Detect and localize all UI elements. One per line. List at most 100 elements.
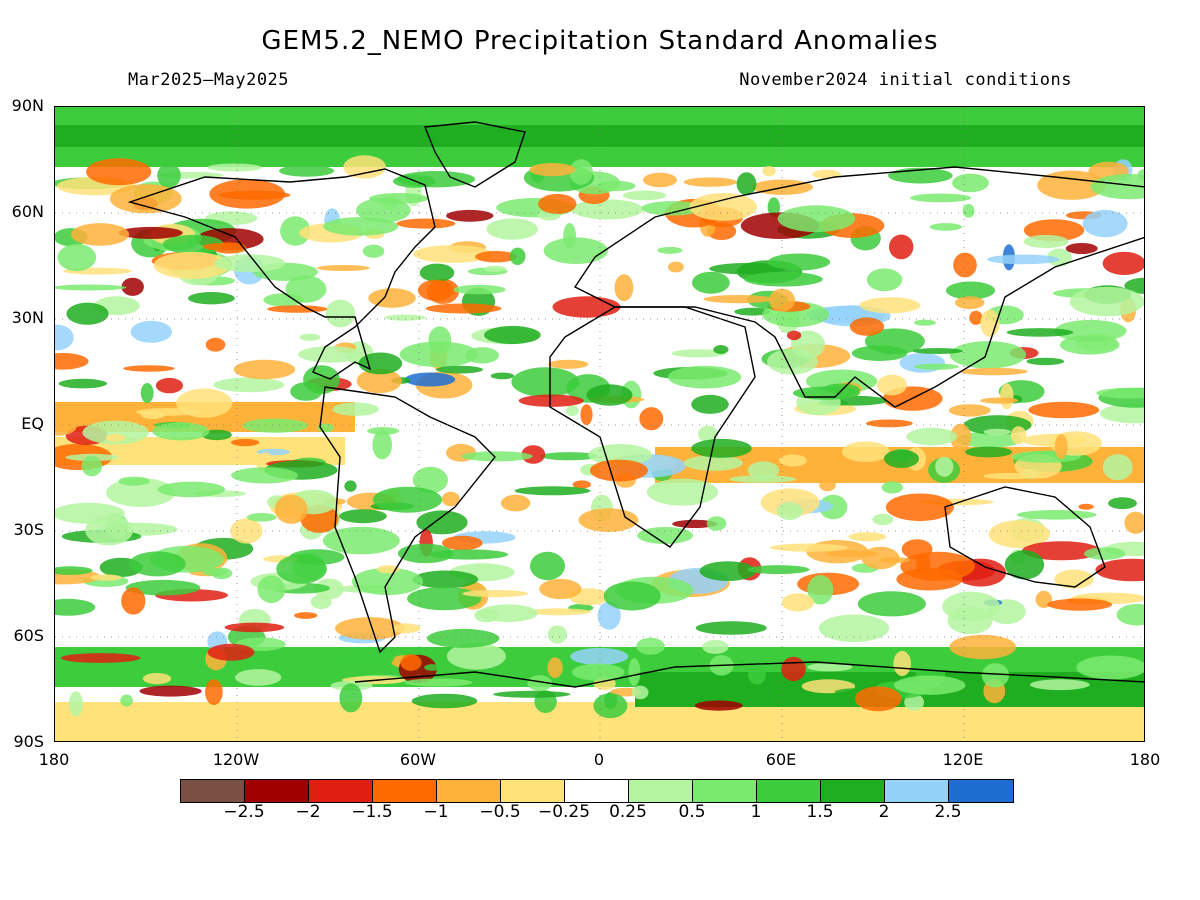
anomaly-blob	[486, 218, 538, 240]
anomaly-blob	[1082, 209, 1128, 238]
anomaly-blob	[956, 431, 1023, 448]
chart-title: GEM5.2_NEMO Precipitation Standard Anoma…	[261, 26, 939, 56]
lat-label: 60N	[11, 202, 44, 221]
anomaly-blob	[657, 246, 683, 254]
anomaly-blob	[539, 578, 582, 600]
anomaly-blob	[1023, 234, 1069, 249]
anomaly-blob	[176, 388, 233, 418]
anomaly-blob	[416, 510, 468, 535]
anomaly-blob	[709, 262, 787, 275]
anomaly-blob	[914, 319, 936, 326]
anomaly-blob	[294, 612, 318, 619]
anomaly-blob	[358, 352, 403, 375]
anomaly-blob	[86, 158, 152, 186]
anomaly-blob	[465, 347, 499, 364]
colorbar-swatch	[437, 780, 501, 802]
anomaly-blob	[242, 418, 308, 433]
anomaly-blob	[230, 518, 263, 544]
anomaly-blob	[1026, 357, 1065, 366]
lon-label: 120E	[942, 750, 984, 769]
anomaly-blob	[1006, 328, 1074, 337]
colorbar-label: 1	[750, 802, 762, 822]
anomaly-blob	[949, 341, 1027, 369]
anomaly-blob	[818, 614, 890, 643]
anomaly-blob	[819, 494, 848, 520]
anomaly-blob	[362, 244, 385, 258]
anomaly-blob	[597, 601, 621, 630]
anomaly-blob	[317, 265, 370, 271]
anomaly-blob	[637, 527, 693, 544]
anomaly-blob	[1016, 510, 1097, 520]
anomaly-blob	[139, 685, 202, 697]
anomaly-blob	[446, 642, 506, 670]
anomaly-blob	[948, 404, 991, 417]
anomaly-blob	[339, 683, 363, 713]
anomaly-blob	[703, 295, 774, 304]
anomaly-blob	[263, 293, 304, 307]
anomaly-blob	[699, 561, 756, 581]
anomaly-blob	[543, 237, 608, 264]
anomaly-blob	[344, 480, 357, 492]
anomaly-blob	[55, 416, 77, 436]
anomaly-blob	[424, 664, 441, 671]
anomaly-blob	[441, 491, 460, 507]
anomaly-blob	[125, 579, 201, 596]
anomaly-blob	[807, 662, 853, 672]
anomaly-blob	[1028, 401, 1100, 419]
anomaly-blob	[849, 317, 885, 336]
anomaly-blob	[279, 165, 335, 177]
anomaly-blob	[530, 551, 565, 581]
anomaly-blob	[1076, 655, 1144, 680]
anomaly-blob	[407, 587, 482, 611]
anomaly-blob	[322, 526, 400, 555]
anomaly-blob	[569, 159, 593, 185]
lat-label: 30S	[13, 520, 44, 539]
anomaly-blob	[105, 433, 125, 442]
anomaly-blob	[872, 513, 894, 526]
anomaly-blob	[1004, 550, 1045, 580]
anomaly-blob	[960, 367, 1028, 376]
anomaly-blob	[1108, 497, 1137, 510]
anomaly-blob	[90, 574, 122, 581]
anomaly-blob	[694, 700, 743, 711]
anomaly-blob	[231, 467, 298, 484]
australia-outline	[944, 486, 1106, 588]
anomaly-blob	[152, 422, 210, 441]
anomaly-blob	[58, 378, 107, 389]
anomaly-blob	[646, 478, 719, 506]
anomaly-blob	[514, 486, 591, 496]
anomaly-blob	[339, 509, 387, 524]
anomaly-blob	[527, 675, 553, 692]
lon-label: 120W	[212, 750, 260, 769]
anomaly-blob	[889, 234, 914, 260]
anomaly-blob	[643, 172, 677, 188]
anomaly-blob	[70, 223, 130, 246]
anomaly-blob	[571, 199, 644, 220]
anomaly-blob	[205, 679, 223, 705]
colorbar-swatch	[309, 780, 373, 802]
lat-label: 90N	[11, 96, 44, 115]
colorbar-swatch	[693, 780, 757, 802]
anomaly-blob	[299, 333, 321, 341]
colorbar-label: −2.5	[223, 802, 265, 822]
anomaly-blob	[706, 516, 727, 531]
anomaly-blob	[683, 455, 743, 471]
anomaly-blob	[1022, 541, 1101, 561]
anomaly-blob	[912, 348, 963, 354]
anomaly-blob	[787, 330, 802, 341]
colorbar-label: 2	[878, 802, 890, 822]
anomaly-blob	[213, 377, 285, 393]
anomaly-blob	[702, 639, 729, 654]
anomaly-blob	[547, 625, 567, 644]
anomaly-blob	[106, 478, 176, 507]
anomaly-blob	[807, 575, 834, 605]
anomaly-blob	[767, 253, 831, 271]
anomaly-blob	[762, 166, 776, 177]
anomaly-blob	[233, 359, 296, 380]
anomaly-blob	[1078, 503, 1094, 510]
anomaly-blob	[1116, 603, 1144, 626]
colorbar-swatch	[373, 780, 437, 802]
anomaly-blob	[769, 543, 848, 552]
anomaly-blob	[391, 623, 421, 634]
anomaly-blob	[672, 519, 718, 528]
